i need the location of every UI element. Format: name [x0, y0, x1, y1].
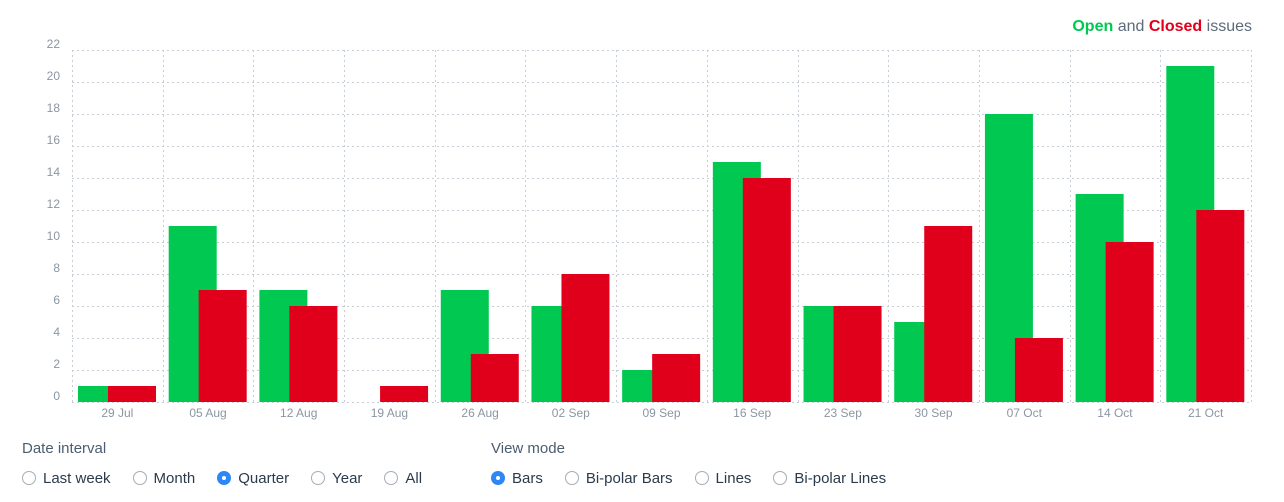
chart-controls: Date interval Last week Month Quarter Year A… — [22, 440, 1262, 498]
date-interval-option-label: Last week — [43, 469, 111, 487]
view-mode-option-label: Bi-polar Bars — [585, 469, 673, 487]
y-tick-label: 2 — [53, 357, 60, 371]
x-tick-label: 29 Jul — [101, 406, 133, 420]
bar-closed-8[interactable] — [833, 306, 882, 402]
x-axis-ticks: 29 Jul 05 Aug 12 Aug 19 Aug 26 Aug 02 Sep 09 S… — [101, 406, 1224, 420]
bar-closed-5[interactable] — [561, 274, 610, 402]
y-tick-label: 6 — [53, 293, 60, 307]
date-interval-option-all[interactable]: All — [384, 468, 422, 488]
radio-unchecked-icon[interactable] — [694, 471, 709, 485]
bar-closed-6[interactable] — [652, 354, 701, 402]
bar-closed-1[interactable] — [198, 290, 247, 402]
date-interval-option-label: Year — [332, 469, 363, 487]
view-mode-option-bars[interactable]: Bars — [491, 468, 543, 488]
y-tick-label: 22 — [47, 37, 61, 51]
x-tick-label: 07 Oct — [1007, 406, 1043, 420]
view-mode-option-label: Lines — [715, 469, 752, 487]
radio-unchecked-icon[interactable] — [773, 471, 788, 485]
x-tick-label: 02 Sep — [552, 406, 590, 420]
view-mode-option-label: Bars — [512, 469, 543, 487]
chart-bars — [78, 66, 1245, 402]
x-tick-label: 26 Aug — [461, 406, 498, 420]
bar-closed-3[interactable] — [380, 386, 429, 402]
radio-unchecked-icon[interactable] — [132, 471, 147, 485]
y-tick-label: 12 — [47, 197, 61, 211]
radio-checked-icon[interactable] — [491, 471, 505, 485]
view-mode-option-label: Bi-polar Lines — [794, 469, 887, 487]
bar-closed-10[interactable] — [1014, 338, 1063, 402]
date-interval-option-month[interactable]: Month — [132, 468, 196, 488]
x-tick-label: 16 Sep — [733, 406, 771, 420]
y-tick-label: 4 — [53, 325, 60, 339]
date-interval-option-year[interactable]: Year — [311, 468, 362, 488]
date-interval-options: Last week Month Quarter Year All — [22, 468, 444, 488]
view-mode-group: View mode Bars Bi-polar Bars Lines Bi-polar… — [491, 440, 908, 488]
view-mode-title: View mode — [491, 440, 565, 457]
y-axis-ticks: 0 2 4 6 8 10 12 14 16 18 20 22 — [47, 37, 61, 403]
date-interval-option-label: All — [405, 469, 423, 487]
y-tick-label: 16 — [47, 133, 61, 147]
chart-grid — [72, 50, 1252, 403]
x-tick-label: 14 Oct — [1097, 406, 1133, 420]
chart-legend: Open and Closed issues — [1072, 18, 1252, 36]
date-interval-option-label: Quarter — [238, 469, 290, 487]
view-mode-option-bi-polar-lines[interactable]: Bi-polar Lines — [773, 468, 886, 488]
y-tick-label: 20 — [47, 69, 61, 83]
date-interval-option-last-week[interactable]: Last week — [22, 468, 111, 488]
bar-closed-12[interactable] — [1196, 210, 1245, 402]
bar-closed-0[interactable] — [108, 386, 156, 402]
x-tick-label: 09 Sep — [642, 406, 680, 420]
issues-bar-chart: 0 2 4 6 8 10 12 14 16 18 20 22 29 Jul 05 Aug 12 Aug 19… — [47, 37, 1252, 420]
y-tick-label: 18 — [47, 101, 61, 115]
legend-issues-label: issues — [1206, 18, 1252, 35]
bar-closed-11[interactable] — [1105, 242, 1154, 402]
view-mode-option-lines[interactable]: Lines — [694, 468, 752, 488]
bar-closed-4[interactable] — [470, 354, 519, 402]
x-tick-label: 19 Aug — [371, 406, 408, 420]
legend-and-label: and — [1117, 18, 1145, 35]
radio-unchecked-icon[interactable] — [22, 471, 36, 485]
radio-unchecked-icon[interactable] — [311, 471, 326, 485]
bar-closed-9[interactable] — [924, 226, 973, 402]
y-tick-label: 8 — [53, 261, 60, 275]
legend-closed-label: Closed — [1148, 18, 1203, 35]
date-interval-group: Date interval Last week Month Quarter Year A… — [22, 440, 444, 488]
bar-closed-2[interactable] — [289, 306, 338, 402]
y-tick-label: 14 — [47, 165, 61, 179]
date-interval-option-label: Month — [153, 469, 196, 487]
y-tick-label: 10 — [47, 229, 61, 243]
radio-unchecked-icon[interactable] — [564, 471, 579, 485]
x-tick-label: 30 Sep — [915, 406, 953, 420]
y-tick-label: 0 — [53, 389, 60, 403]
x-tick-label: 12 Aug — [280, 406, 317, 420]
bar-closed-7[interactable] — [742, 178, 791, 402]
date-interval-option-quarter[interactable]: Quarter — [217, 468, 289, 488]
legend-open-label: Open — [1072, 18, 1114, 35]
x-tick-label: 21 Oct — [1188, 406, 1224, 420]
x-tick-label: 05 Aug — [189, 406, 226, 420]
date-interval-title: Date interval — [22, 440, 107, 457]
x-tick-label: 23 Sep — [824, 406, 862, 420]
radio-unchecked-icon[interactable] — [384, 471, 399, 485]
radio-checked-icon[interactable] — [217, 471, 232, 485]
view-mode-option-bi-polar-bars[interactable]: Bi-polar Bars — [564, 468, 673, 488]
view-mode-options: Bars Bi-polar Bars Lines Bi-polar Lines — [491, 468, 908, 488]
